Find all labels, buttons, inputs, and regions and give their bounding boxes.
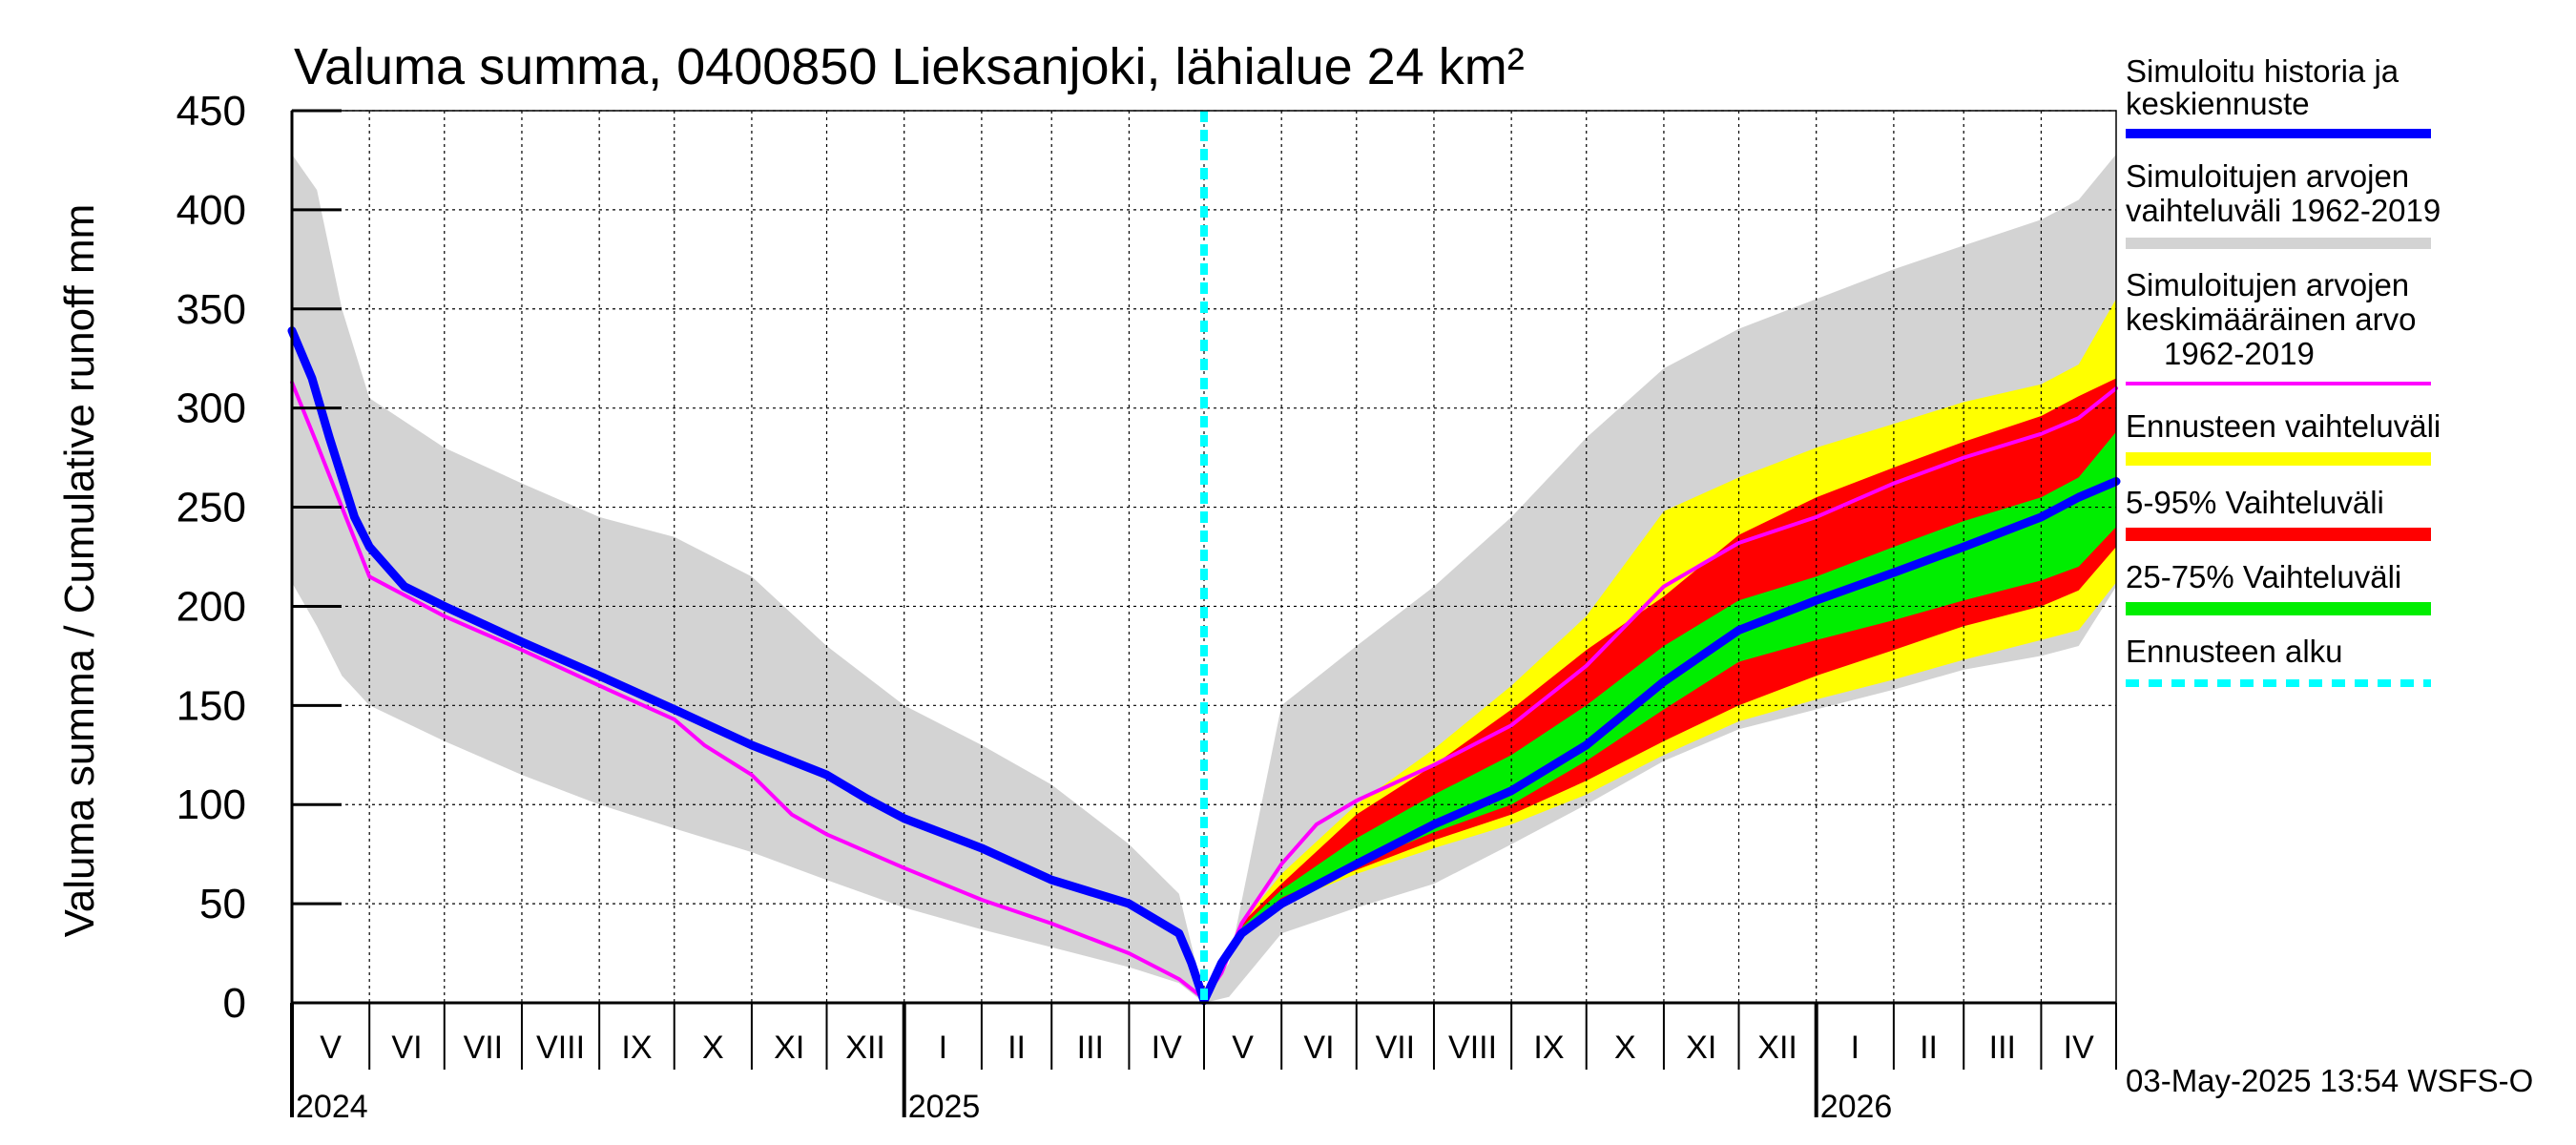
month-label: IX [621, 1030, 652, 1066]
legend-label-hist-mean-2: keskimääräinen arvo [2126, 302, 2416, 337]
footer-timestamp: 03-May-2025 13:54 WSFS-O [2126, 1063, 2533, 1098]
month-label: XI [774, 1030, 804, 1066]
legend-label-25-75: 25-75% Vaihteluväli [2126, 559, 2401, 594]
y-tick-label: 350 [177, 286, 246, 333]
month-label: II [1920, 1030, 1938, 1066]
month-label: XI [1686, 1030, 1716, 1066]
y-tick-label: 150 [177, 682, 246, 729]
month-label: III [1989, 1030, 2016, 1066]
month-label: XII [1757, 1030, 1797, 1066]
legend-label-mean-forecast-1: Simuloitu historia ja [2126, 53, 2399, 89]
month-label: VIII [536, 1030, 585, 1066]
month-label: II [1008, 1030, 1026, 1066]
series-line-1 [287, 326, 2121, 1006]
month-label: VIII [1448, 1030, 1497, 1066]
legend-label-hist-mean-1: Simuloitujen arvojen [2126, 267, 2409, 302]
month-label: I [939, 1030, 947, 1066]
y-tick-label: 200 [177, 583, 246, 630]
y-tick-label: 250 [177, 485, 246, 531]
y-tick-label: 450 [177, 88, 246, 135]
month-label: III [1077, 1030, 1104, 1066]
band-0 [292, 154, 2116, 1003]
month-label: I [1851, 1030, 1859, 1066]
series-line-0 [290, 380, 2118, 1001]
legend: Simuloitu historia ja keskiennuste Simul… [2126, 53, 2441, 687]
y-axis-label: Valuma summa / Cumulative runoff mm [56, 204, 103, 938]
month-label: XII [845, 1030, 885, 1066]
month-label: X [702, 1030, 724, 1066]
y-tick-label: 0 [223, 980, 246, 1027]
axes-layer [290, 109, 2117, 1117]
month-label: VII [1376, 1030, 1416, 1066]
month-label: VI [1303, 1030, 1334, 1066]
month-label: IV [1152, 1030, 1182, 1066]
grid-layer [292, 110, 2116, 1003]
year-label: 2024 [296, 1089, 368, 1125]
legend-label-5-95: 5-95% Vaihteluväli [2126, 485, 2384, 520]
month-label: VI [391, 1030, 422, 1066]
legend-label-mean-forecast-2: keskiennuste [2126, 86, 2310, 121]
legend-label-forecast-range: Ennusteen vaihteluväli [2126, 408, 2441, 444]
month-label: V [1232, 1030, 1254, 1066]
month-label: X [1614, 1030, 1636, 1066]
month-label: V [320, 1030, 342, 1066]
lines-layer [287, 111, 2121, 1006]
y-tick-labels: 0 50 100 150 200 250 300 350 400 450 [177, 88, 246, 1027]
legend-label-hist-range-2: vaihteluväli 1962-2019 [2126, 193, 2441, 228]
year-label: 2025 [908, 1089, 981, 1125]
month-label: IX [1533, 1030, 1564, 1066]
y-tick-label: 400 [177, 187, 246, 234]
y-tick-label: 50 [199, 881, 246, 927]
month-label: VII [464, 1030, 504, 1066]
x-month-labels: V VI VII VIII IX X XI XII I II III IV V VI VII VIII IX X X… [296, 1030, 2094, 1125]
legend-label-forecast-start: Ennusteen alku [2126, 634, 2343, 669]
legend-label-hist-mean-3: 1962-2019 [2164, 336, 2315, 371]
y-tick-label: 100 [177, 781, 246, 828]
year-label: 2026 [1820, 1089, 1893, 1125]
legend-label-hist-range-1: Simuloitujen arvojen [2126, 158, 2409, 194]
y-tick-label: 300 [177, 385, 246, 432]
chart-title: Valuma summa, 0400850 Lieksanjoki, lähia… [294, 38, 1525, 95]
month-label: IV [2064, 1030, 2094, 1066]
